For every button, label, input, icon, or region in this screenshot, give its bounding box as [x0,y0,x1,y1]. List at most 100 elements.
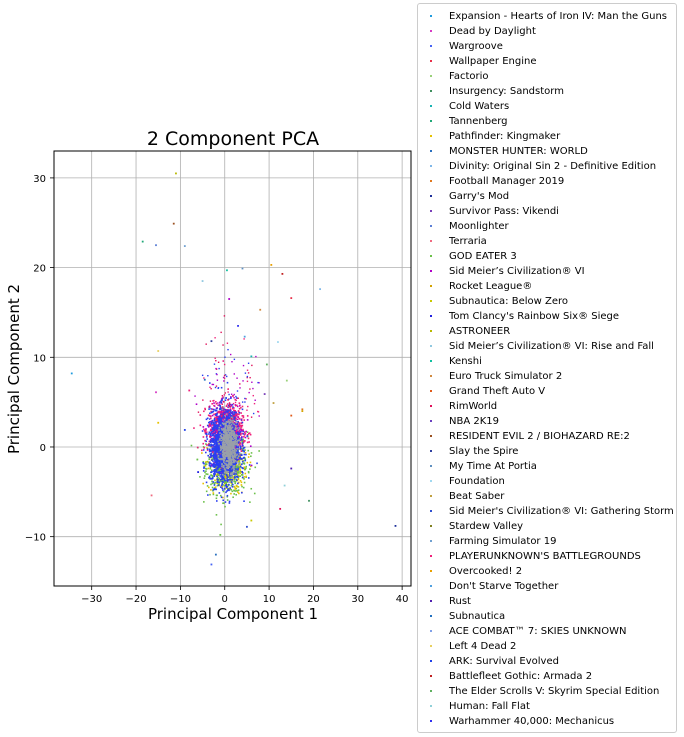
cloud-point [223,424,226,427]
cloud-point [242,416,245,419]
cloud-point [208,415,211,417]
cloud-point [238,433,241,436]
cloud-point [209,432,212,435]
cloud-point [235,427,238,430]
cloud-point [214,471,216,473]
cloud-point [207,426,210,428]
scatter-point [183,429,186,431]
cloud-point [254,466,257,469]
cloud-point [222,473,224,476]
cloud-point [218,429,220,431]
cloud-point [219,421,222,424]
cloud-point [214,453,217,456]
cloud-point [214,414,217,416]
scatter-point [246,525,248,528]
cloud-point [225,458,227,460]
cloud-point [228,440,230,443]
cloud-point [223,446,226,449]
cloud-point [213,448,216,451]
cloud-point [221,480,223,483]
cloud-point [238,425,240,428]
legend-item: ACE COMBAT™ 7: SKIES UNKNOWN [418,624,676,639]
cloud-point [190,444,193,447]
cloud-point [245,398,247,400]
cloud-point [242,467,244,470]
cloud-point [211,448,213,450]
x-tick-label: 40 [396,594,409,605]
cloud-point [227,438,230,440]
cloud-point [246,461,249,464]
cloud-point [227,391,229,393]
cloud-point [203,462,205,465]
cloud-point [205,431,208,433]
outlier-points [70,172,397,566]
cloud-point [239,455,242,458]
cloud-point [222,450,225,453]
cloud-point [236,377,238,379]
cloud-point [218,470,221,473]
legend-item: Cold Waters [418,99,676,114]
cloud-point [247,470,250,473]
cloud-point [230,463,233,466]
cloud-point [234,419,237,422]
cloud-point [208,462,211,465]
scatter-point [301,408,304,411]
scatter-point [210,340,213,343]
cloud-point [234,487,237,489]
cloud-point [209,429,212,432]
legend-marker [430,435,432,437]
cloud-point [237,410,240,412]
cloud-point [211,427,214,430]
legend-label: RESIDENT EVIL 2 / BIOHAZARD RE:2 [449,431,630,442]
cloud-point [214,422,216,424]
cloud-point [238,457,240,460]
cloud-point [215,424,218,427]
cloud-point [230,440,233,443]
cloud-point [221,398,223,400]
cloud-point [224,464,226,467]
cloud-point [231,447,233,450]
cloud-point [220,523,222,526]
cloud-point [237,405,239,408]
cloud-point [222,473,225,476]
cloud-point [228,450,231,453]
cloud-point [235,423,237,426]
cloud-point [242,415,245,417]
x-axis-label: Principal Component 1 [148,605,318,623]
cloud-point [237,425,239,428]
cloud-point [237,444,239,447]
cloud-point [239,475,242,477]
legend-item: Factorio [418,69,676,84]
legend-item: Stardew Valley [418,519,676,534]
cloud-point [234,398,237,401]
cloud-point [213,452,216,454]
cloud-point [232,416,234,418]
cloud-point [218,443,221,446]
cloud-point [227,428,229,430]
cloud-point [224,441,227,443]
cloud-point [239,425,241,427]
cloud-point [221,434,224,437]
cloud-point [215,464,217,466]
legend-label: Don't Starve Together [449,581,559,592]
cloud-point [213,402,215,404]
cloud-point [209,382,211,384]
legend-marker [430,165,432,167]
x-tick-label: −30 [81,594,102,605]
cloud-point [220,449,223,452]
cloud-point [225,463,227,465]
legend-label: Survivor Pass: Vikendi [449,206,559,217]
cloud-point [225,465,227,468]
cloud-point [236,426,238,429]
legend-item: Survivor Pass: Vikendi [418,204,676,219]
cloud-point [227,484,230,487]
cloud-point [234,427,237,429]
cloud-point [234,474,236,477]
cloud-point [237,420,239,423]
legend-marker [430,60,432,62]
cloud-point [229,403,232,406]
cloud-point [203,475,206,477]
cloud-point [227,411,229,414]
cloud-point [210,440,213,442]
cloud-point [232,453,234,455]
